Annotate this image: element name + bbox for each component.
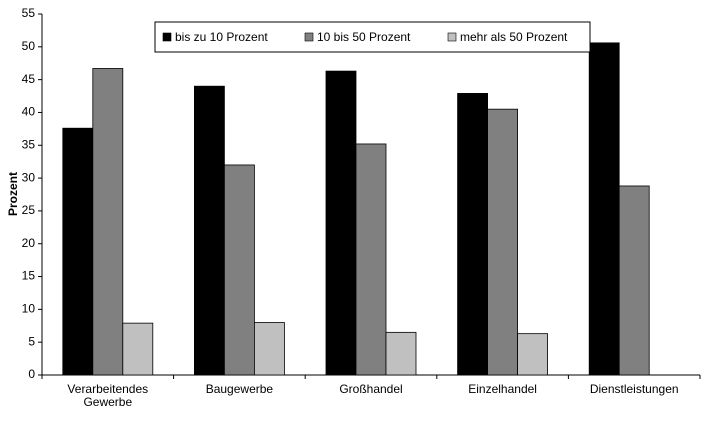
bar xyxy=(62,127,94,376)
legend-label: bis zu 10 Prozent xyxy=(175,30,268,44)
x-tick-label: Baugewerbe xyxy=(206,382,274,396)
bar xyxy=(517,333,548,376)
bar xyxy=(223,164,255,376)
bar xyxy=(122,322,154,376)
x-tick-label: Einzelhandel xyxy=(468,382,537,396)
legend-box xyxy=(154,21,591,53)
y-tick-label: 40 xyxy=(22,105,36,119)
bar xyxy=(487,108,519,376)
y-tick-label: 25 xyxy=(22,203,36,217)
y-tick-label: 5 xyxy=(28,334,35,348)
bar xyxy=(325,70,357,376)
y-tick-label: 50 xyxy=(22,39,36,53)
y-tick-label: 0 xyxy=(28,367,35,381)
bar xyxy=(588,42,620,376)
bar xyxy=(92,68,124,376)
bar xyxy=(457,93,489,376)
bar xyxy=(355,143,387,376)
legend-swatch xyxy=(447,32,457,42)
y-tick-label: 35 xyxy=(22,137,36,151)
y-tick-label: 20 xyxy=(22,236,36,250)
bar xyxy=(618,185,650,376)
legend-label: mehr als 50 Prozent xyxy=(460,30,568,44)
y-axis-label: Prozent xyxy=(6,172,20,216)
x-tick-label: Großhandel xyxy=(339,382,402,396)
bar xyxy=(385,331,417,376)
legend-swatch xyxy=(162,32,172,42)
y-tick-label: 55 xyxy=(22,6,36,20)
y-tick-label: 45 xyxy=(22,72,36,86)
legend-swatch xyxy=(304,32,314,42)
legend-label: 10 bis 50 Prozent xyxy=(317,30,411,44)
y-tick-label: 15 xyxy=(22,269,36,283)
y-tick-label: 30 xyxy=(22,170,36,184)
x-tick-label: Verarbeitendes Gewerbe xyxy=(67,382,148,409)
x-tick-label: Dienstleistungen xyxy=(590,382,679,396)
y-tick-label: 10 xyxy=(22,302,36,316)
bar xyxy=(193,85,225,376)
bar xyxy=(253,322,285,376)
